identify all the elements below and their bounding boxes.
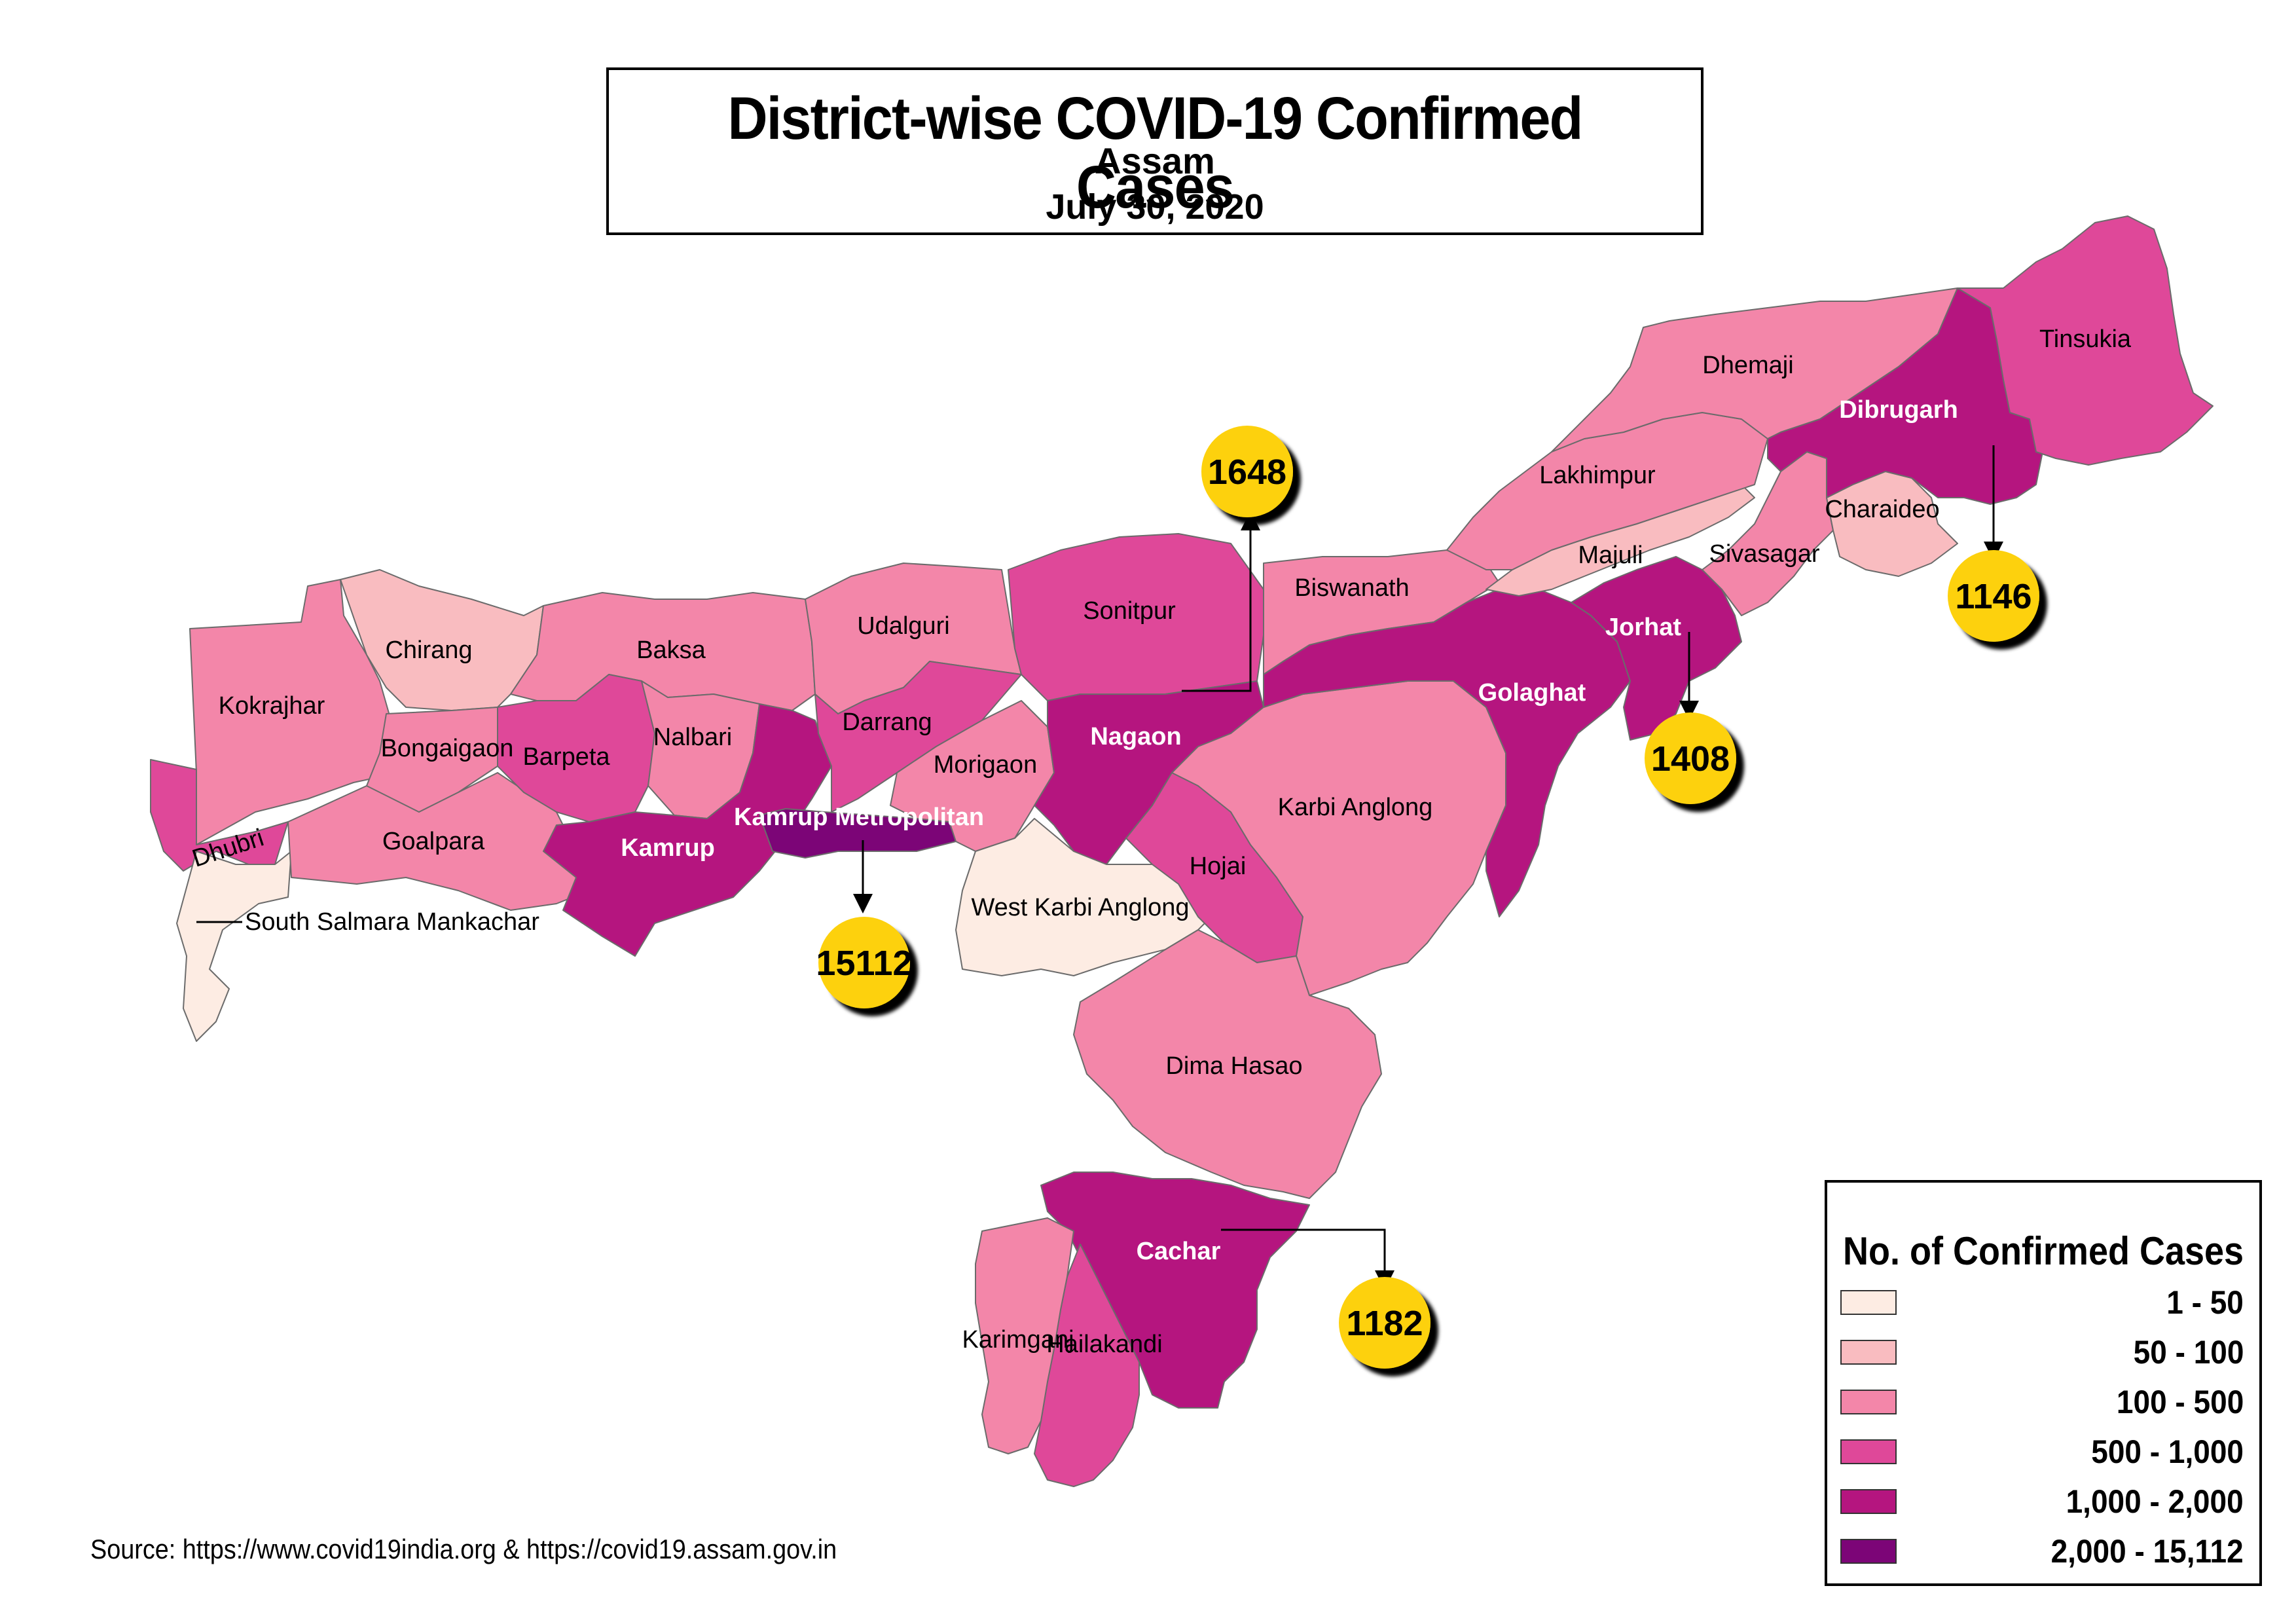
legend-row: 1 - 50	[1840, 1281, 2244, 1323]
district-label: Cachar	[1137, 1238, 1221, 1265]
legend-row: 2,000 - 15,112	[1840, 1530, 2244, 1572]
legend-label: 1 - 50	[2166, 1284, 2244, 1321]
district-label: Hojai	[1190, 853, 1247, 880]
map-region: Assam	[1095, 140, 1215, 181]
district-label: Kamrup	[621, 834, 715, 862]
district-label: Tinsukia	[2039, 325, 2132, 353]
callout-bubble	[1201, 426, 1293, 517]
legend-row: 1,000 - 2,000	[1840, 1480, 2244, 1522]
district-label: Charaideo	[1825, 496, 1939, 523]
map-title: District-wise COVID-19 Confirmed Cases	[727, 85, 1583, 221]
legend: No. of Confirmed Cases 1 - 50 50 - 100 1…	[1825, 1180, 2262, 1586]
district-label: Sonitpur	[1083, 597, 1176, 625]
callout-bubble	[1645, 712, 1736, 804]
district-label: Darrang	[842, 709, 932, 736]
legend-label: 1,000 - 2,000	[2066, 1483, 2244, 1520]
district-dibrugarh[interactable]	[1767, 287, 2043, 505]
callout-value: 15112	[816, 944, 912, 983]
district-label: Barpeta	[522, 743, 610, 771]
legend-swatch	[1840, 1539, 1897, 1564]
district-label: Dima Hasao	[1165, 1052, 1302, 1080]
district-karimganj[interactable]	[975, 1217, 1074, 1454]
legend-swatch	[1840, 1340, 1897, 1365]
callout-bubble	[1339, 1277, 1430, 1369]
map-date: July 30, 2020	[1046, 187, 1264, 227]
district-label: Goalpara	[382, 828, 485, 855]
district-label: Nalbari	[653, 724, 732, 751]
callout-bubble	[818, 917, 910, 1008]
district-label: Kamrup Metropolitan	[734, 803, 984, 831]
district-tinsukia[interactable]	[1957, 215, 2214, 466]
legend-label: 500 - 1,000	[2091, 1433, 2244, 1470]
district-label: Biswanath	[1294, 574, 1409, 602]
legend-swatch	[1840, 1290, 1897, 1315]
district-golaghat[interactable]	[1263, 589, 1631, 917]
district-label: West Karbi Anglong	[971, 894, 1189, 921]
source-note: Source: https://www.covid19india.org & h…	[90, 1534, 837, 1564]
legend-swatch	[1840, 1390, 1897, 1414]
legend-row: 100 - 500	[1840, 1380, 2244, 1422]
district-label: Kokrajhar	[219, 692, 325, 720]
district-label: Hailakandi	[1046, 1331, 1162, 1358]
district-label: South Salmara Mankachar	[245, 908, 539, 936]
callout-value: 1648	[1208, 452, 1286, 492]
legend-label: 2,000 - 15,112	[2050, 1533, 2244, 1570]
district-label: Baksa	[636, 637, 706, 664]
district-label: Sivasagar	[1709, 540, 1820, 568]
legend-swatch	[1840, 1439, 1897, 1464]
district-label: Dibrugarh	[1839, 396, 1958, 424]
legend-row: 50 - 100	[1840, 1331, 2244, 1373]
legend-label: 100 - 500	[2116, 1384, 2244, 1420]
title-box: District-wise COVID-19 Confirmed Cases A…	[606, 67, 1704, 235]
district-label: Majuli	[1578, 542, 1643, 569]
district-label: Golaghat	[1478, 679, 1586, 707]
legend-row: 500 - 1,000	[1840, 1430, 2244, 1472]
district-label: Jorhat	[1605, 614, 1681, 641]
callout-arrow	[1182, 511, 1260, 692]
district-kamrup[interactable]	[543, 703, 832, 957]
district-label: Karbi Anglong	[1278, 794, 1433, 821]
legend-title: No. of Confirmed Cases	[1843, 1229, 2244, 1273]
district-label: Bongaigaon	[381, 735, 514, 762]
callout-value: 1146	[1955, 577, 2032, 616]
district-dima-hasao[interactable]	[1073, 929, 1382, 1199]
callout-bubble	[1948, 550, 2039, 642]
district-south-salmara-mankachar[interactable]	[176, 851, 292, 1042]
district-label: Chirang	[385, 637, 472, 664]
district-label: Karimganj	[962, 1326, 1074, 1354]
district-jorhat[interactable]	[1571, 556, 1742, 741]
legend-swatch	[1840, 1489, 1897, 1514]
district-label: Udalguri	[857, 612, 950, 640]
district-label: Nagaon	[1090, 723, 1181, 750]
district-label: Lakhimpur	[1539, 462, 1656, 489]
callout-arrow	[1221, 1228, 1394, 1290]
callout-value: 1182	[1346, 1304, 1423, 1343]
district-label: Dhemaji	[1702, 352, 1793, 379]
callout-value: 1408	[1651, 739, 1730, 779]
district-label: Morigaon	[934, 751, 1037, 779]
legend-label: 50 - 100	[2133, 1334, 2244, 1371]
